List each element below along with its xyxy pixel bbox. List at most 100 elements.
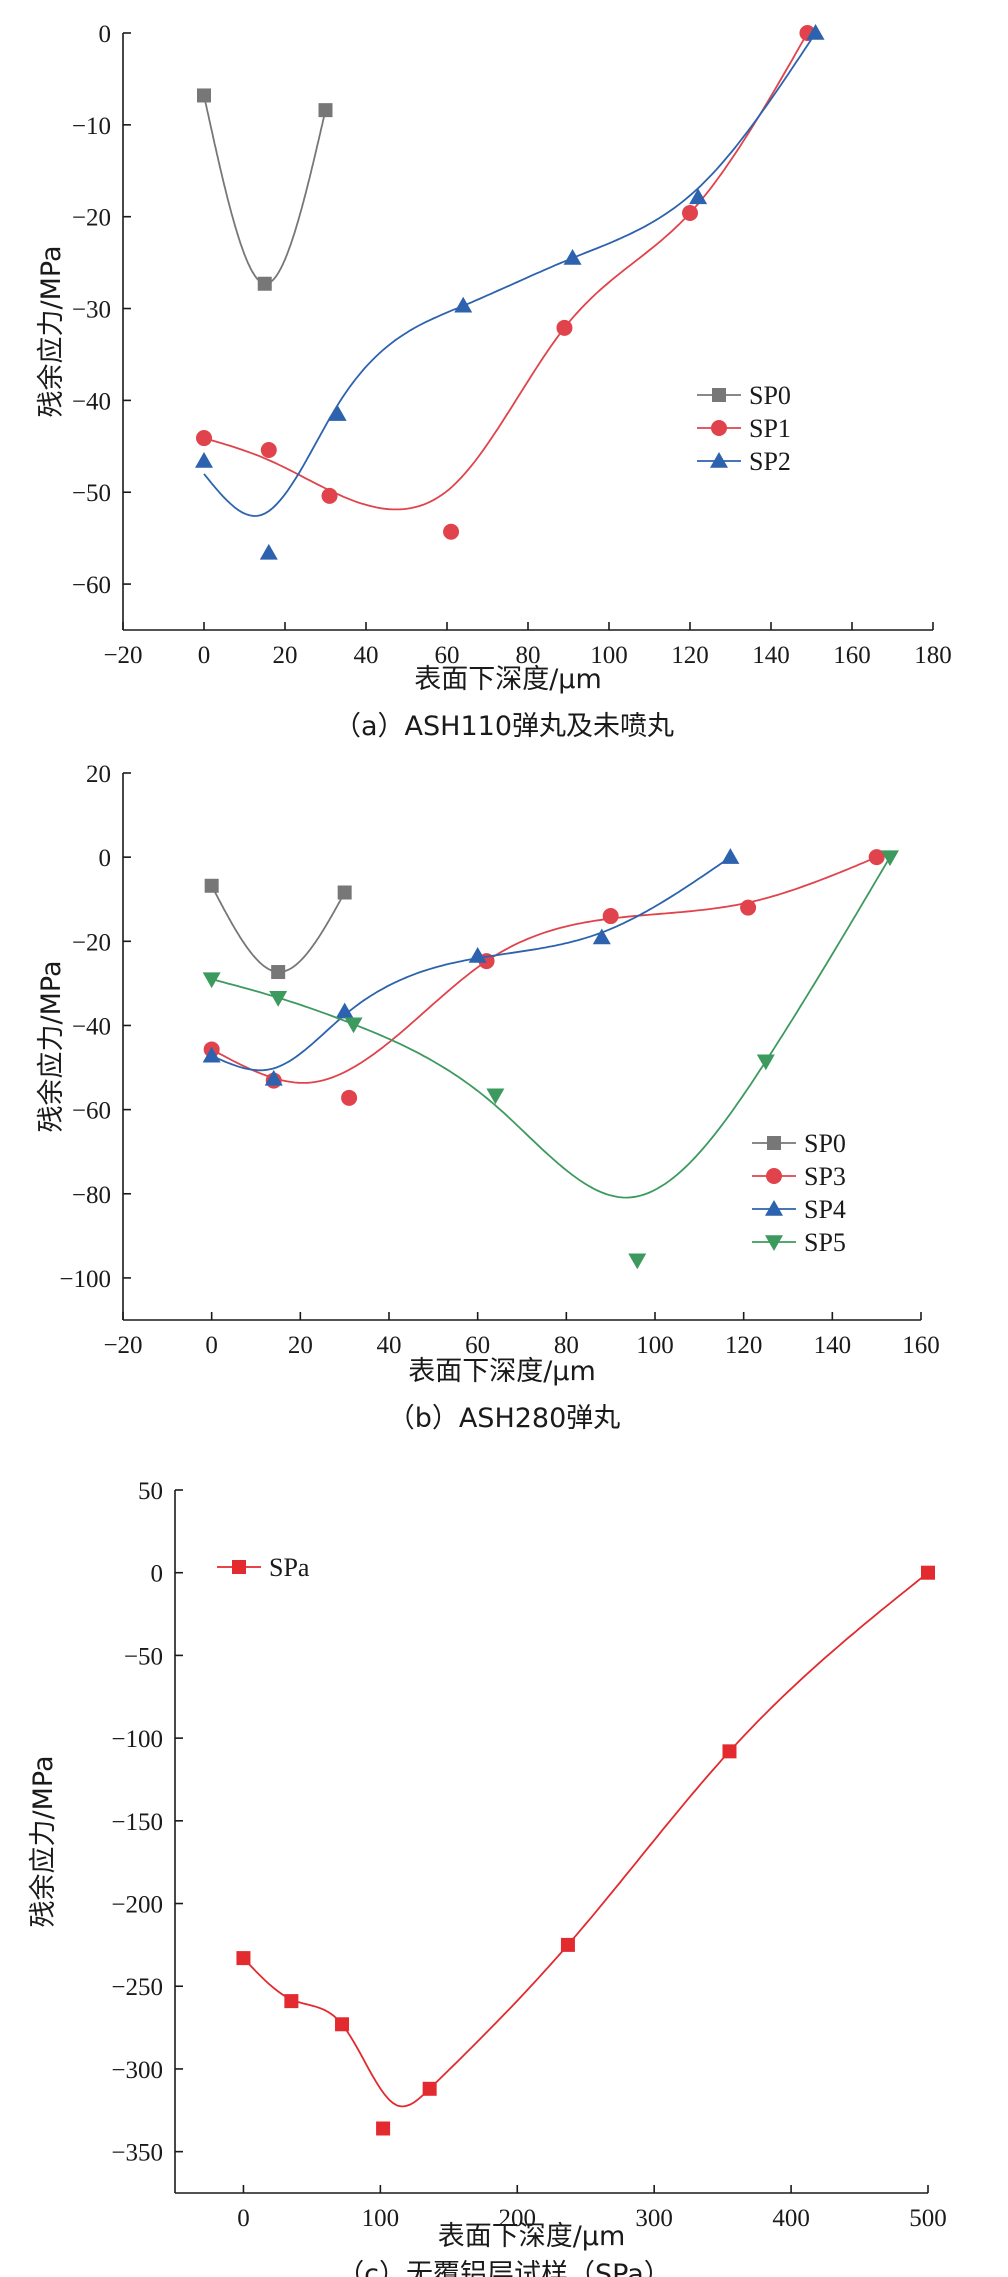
x-tick-label: 120 — [725, 1332, 763, 1359]
y-tick-label: 20 — [86, 761, 111, 788]
chart-caption: （b）ASH280弹丸 — [388, 1403, 621, 1434]
data-point-SP0 — [271, 965, 286, 980]
data-point-SP0 — [257, 276, 272, 291]
legend-label-SP3: SP3 — [804, 1162, 846, 1191]
data-point-SP2 — [195, 452, 213, 468]
x-tick-label: 160 — [902, 1332, 940, 1359]
series-line-SPa — [242, 1571, 929, 2108]
x-tick-label: 160 — [833, 642, 871, 669]
x-axis-label: 表面下深度/μm — [414, 664, 602, 695]
y-tick-label: −200 — [111, 1892, 163, 1919]
x-tick-label: 60 — [435, 642, 460, 669]
x-tick-label: 20 — [288, 1332, 313, 1359]
series-line-SP0 — [210, 885, 346, 973]
data-point-SP1 — [260, 441, 277, 458]
chart-svg: 0 100 200 300 400 500500−50−100−150−200−250−3… — [28, 1478, 947, 2277]
x-tick-label: 400 — [772, 2205, 810, 2232]
x-tick-label: 60 — [465, 1332, 490, 1359]
chart-svg: −20 0 20 40 60 80 100 120 140 160 180 0 −10 −20 −30 −40… — [36, 21, 952, 742]
series-line-SP1 — [203, 32, 809, 511]
x-tick-label: 40 — [354, 642, 379, 669]
data-point-SP2 — [689, 188, 708, 205]
data-point-SP4 — [335, 1002, 354, 1019]
data-point-SPa — [921, 1565, 935, 1580]
y-tick-label: −60 — [72, 572, 111, 599]
chart-caption: （c）无覆铝层试样（SPa） — [337, 2259, 671, 2277]
legend-marker-SP0 — [712, 388, 726, 402]
x-tick-label: 180 — [914, 642, 952, 669]
data-point-SP5 — [880, 850, 899, 867]
data-point-SP3 — [868, 849, 885, 866]
y-tick-label: 0 — [99, 845, 112, 872]
series-SP0 — [197, 88, 333, 291]
data-point-SP4 — [264, 1069, 283, 1086]
series-line-SP0 — [203, 95, 327, 285]
y-tick-label: −20 — [72, 929, 111, 956]
legend-marker-SP5 — [765, 1235, 783, 1251]
data-point-SP3 — [602, 908, 619, 925]
series-line-SP5 — [211, 856, 891, 1199]
y-axis-label: 残余应力/MPa — [36, 245, 67, 417]
x-axis-label: 表面下深度/μm — [408, 1356, 596, 1387]
legend-label-SP4: SP4 — [804, 1195, 846, 1224]
data-point-SP1 — [556, 319, 573, 336]
series-SP3 — [203, 849, 885, 1106]
x-axis-label: 表面下深度/μm — [438, 2221, 626, 2252]
series-SP2 — [195, 24, 825, 560]
data-point-SP5 — [756, 1054, 775, 1071]
x-tick-label: 80 — [554, 1332, 579, 1359]
chart-panel-c: 0 100 200 300 400 500 50 0 −50 −100 −150 −200 −250 −3… — [0, 1468, 1008, 2277]
data-point-SP0 — [204, 878, 219, 893]
series-line-SP4 — [211, 856, 731, 1072]
x-tick-label: 120 — [671, 642, 709, 669]
x-tick-label: −20 — [103, 1332, 142, 1359]
legend-marker-SP4 — [765, 1200, 783, 1216]
data-point-SP0 — [337, 885, 352, 900]
series-SPa — [236, 1565, 935, 2136]
y-tick-label: −40 — [72, 1013, 111, 1040]
y-tick-label: −100 — [111, 1726, 163, 1753]
data-point-SP4 — [592, 928, 611, 945]
x-tick-label: 200 — [499, 2205, 537, 2232]
x-tick-label: 140 — [752, 642, 790, 669]
series-line-SP2 — [203, 32, 817, 517]
data-point-SP0 — [197, 88, 211, 103]
legend-label-SP1: SP1 — [749, 414, 791, 443]
y-tick-label: −100 — [59, 1266, 111, 1293]
data-point-SPa — [376, 2121, 391, 2136]
x-tick-label: 80 — [516, 642, 541, 669]
data-point-SP5 — [344, 1017, 363, 1034]
legend-marker-SPa — [232, 1560, 246, 1574]
y-tick-label: −60 — [72, 1098, 111, 1125]
data-point-SPa — [335, 2017, 350, 2032]
data-point-SP2 — [454, 296, 473, 313]
data-point-SP4 — [721, 848, 740, 864]
x-tick-label: 140 — [814, 1332, 852, 1359]
data-point-SP0 — [318, 103, 333, 118]
y-tick-label: −50 — [124, 1643, 163, 1670]
legend-label-SP2: SP2 — [749, 447, 791, 476]
data-point-SPa — [422, 2081, 437, 2096]
x-tick-label: 100 — [590, 642, 628, 669]
y-tick-label: −80 — [72, 1182, 111, 1209]
data-point-SP5 — [269, 990, 288, 1007]
legend-marker-SP0 — [767, 1136, 781, 1150]
series-SP4 — [202, 848, 740, 1086]
data-point-SP3 — [341, 1089, 358, 1106]
y-tick-label: 0 — [151, 1561, 164, 1588]
x-tick-label: 100 — [636, 1332, 674, 1359]
y-tick-label: −350 — [111, 2140, 163, 2167]
legend: SP0 SP3 SP4 SP5 — [752, 1129, 846, 1257]
x-tick-label: 40 — [377, 1332, 402, 1359]
legend: SP0 SP1 SP2 — [697, 381, 791, 476]
data-point-SPa — [236, 1951, 251, 1966]
data-point-SP1 — [196, 430, 212, 447]
legend-label-SPa: SPa — [269, 1553, 310, 1582]
x-tick-label: 0 — [198, 642, 211, 669]
y-axis-label: 残余应力/MPa — [28, 1755, 59, 1927]
x-tick-label: 0 — [237, 2205, 250, 2232]
y-tick-label: −300 — [111, 2057, 163, 2084]
data-point-SP1 — [682, 205, 698, 222]
y-tick-label: −150 — [111, 1809, 163, 1836]
y-tick-label: −50 — [72, 480, 111, 507]
